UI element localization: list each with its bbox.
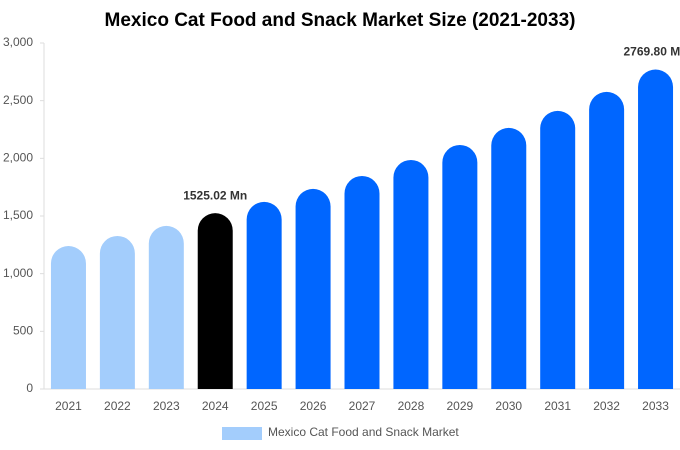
- y-tick-label: 500: [13, 324, 33, 338]
- x-tick-label: 2028: [398, 399, 425, 413]
- bar: [246, 201, 282, 389]
- legend-label: Mexico Cat Food and Snack Market: [268, 425, 459, 439]
- legend-swatch: [222, 427, 262, 440]
- x-tick-label: 2026: [300, 399, 327, 413]
- bar: [491, 127, 527, 389]
- x-tick-label: 2022: [104, 399, 131, 413]
- bar: [344, 175, 380, 389]
- y-tick-label: 2,000: [3, 151, 33, 165]
- x-tick-label: 2023: [153, 399, 180, 413]
- x-tick-label: 2027: [349, 399, 376, 413]
- chart-title: Mexico Cat Food and Snack Market Size (2…: [105, 10, 576, 31]
- bar: [99, 235, 135, 389]
- bar: [393, 159, 429, 389]
- x-tick-label: 2021: [55, 399, 82, 413]
- x-tick-label: 2032: [593, 399, 620, 413]
- x-tick-label: 2033: [642, 399, 669, 413]
- data-label: 1525.02 Mn: [183, 188, 247, 202]
- x-tick-label: 2024: [202, 399, 229, 413]
- x-tick-label: 2030: [495, 399, 522, 413]
- bar: [148, 225, 184, 389]
- bar: [589, 91, 625, 389]
- bar: [50, 245, 86, 389]
- bar: [540, 110, 576, 389]
- y-tick-label: 0: [26, 381, 33, 395]
- x-tick-label: 2031: [544, 399, 571, 413]
- y-tick-label: 2,500: [3, 93, 33, 107]
- x-tick-label: 2025: [251, 399, 278, 413]
- bar: [197, 213, 233, 389]
- bar: [442, 144, 478, 389]
- bar: [638, 69, 674, 389]
- y-tick-label: 1,000: [3, 266, 33, 280]
- data-label: 2769.80 Mn: [624, 45, 680, 59]
- x-tick-label: 2029: [446, 399, 473, 413]
- y-tick-label: 1,500: [3, 208, 33, 222]
- bar: [295, 188, 331, 389]
- y-tick-label: 3,000: [3, 35, 33, 49]
